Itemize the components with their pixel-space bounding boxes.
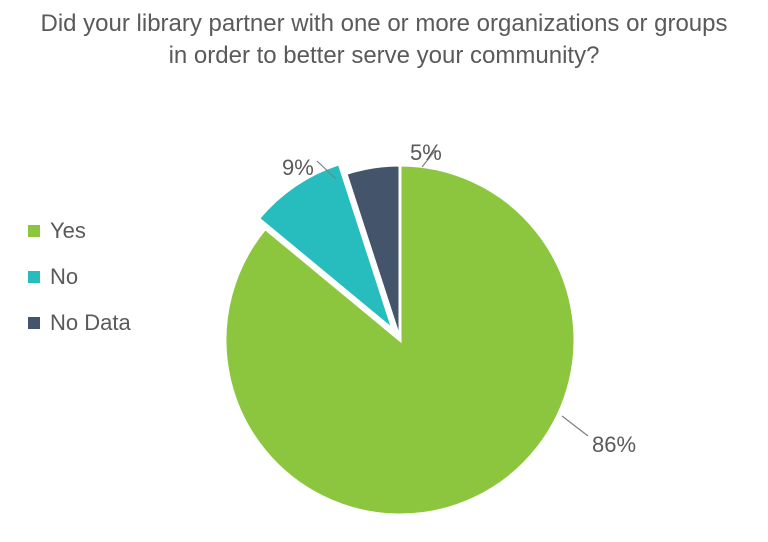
pie-chart: 86%9%5% bbox=[200, 150, 740, 540]
slice-label: 5% bbox=[410, 140, 442, 166]
leader-line bbox=[562, 416, 588, 436]
legend-item: No Data bbox=[28, 310, 131, 336]
slice-label: 9% bbox=[282, 155, 314, 181]
chart-root: Did your library partner with one or mor… bbox=[0, 0, 768, 542]
legend-label: Yes bbox=[50, 218, 86, 244]
legend-item: Yes bbox=[28, 218, 131, 244]
legend: Yes No No Data bbox=[28, 218, 131, 356]
legend-swatch bbox=[28, 225, 40, 237]
slice-label: 86% bbox=[592, 432, 636, 458]
legend-swatch bbox=[28, 271, 40, 283]
chart-title: Did your library partner with one or mor… bbox=[0, 8, 768, 73]
legend-label: No Data bbox=[50, 310, 131, 336]
legend-swatch bbox=[28, 317, 40, 329]
legend-item: No bbox=[28, 264, 131, 290]
legend-label: No bbox=[50, 264, 78, 290]
